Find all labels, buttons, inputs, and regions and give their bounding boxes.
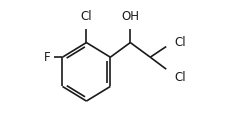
Text: Cl: Cl <box>173 71 185 84</box>
Text: Cl: Cl <box>80 10 92 23</box>
Text: Cl: Cl <box>173 36 185 49</box>
Text: F: F <box>44 51 50 64</box>
Text: OH: OH <box>121 10 139 23</box>
